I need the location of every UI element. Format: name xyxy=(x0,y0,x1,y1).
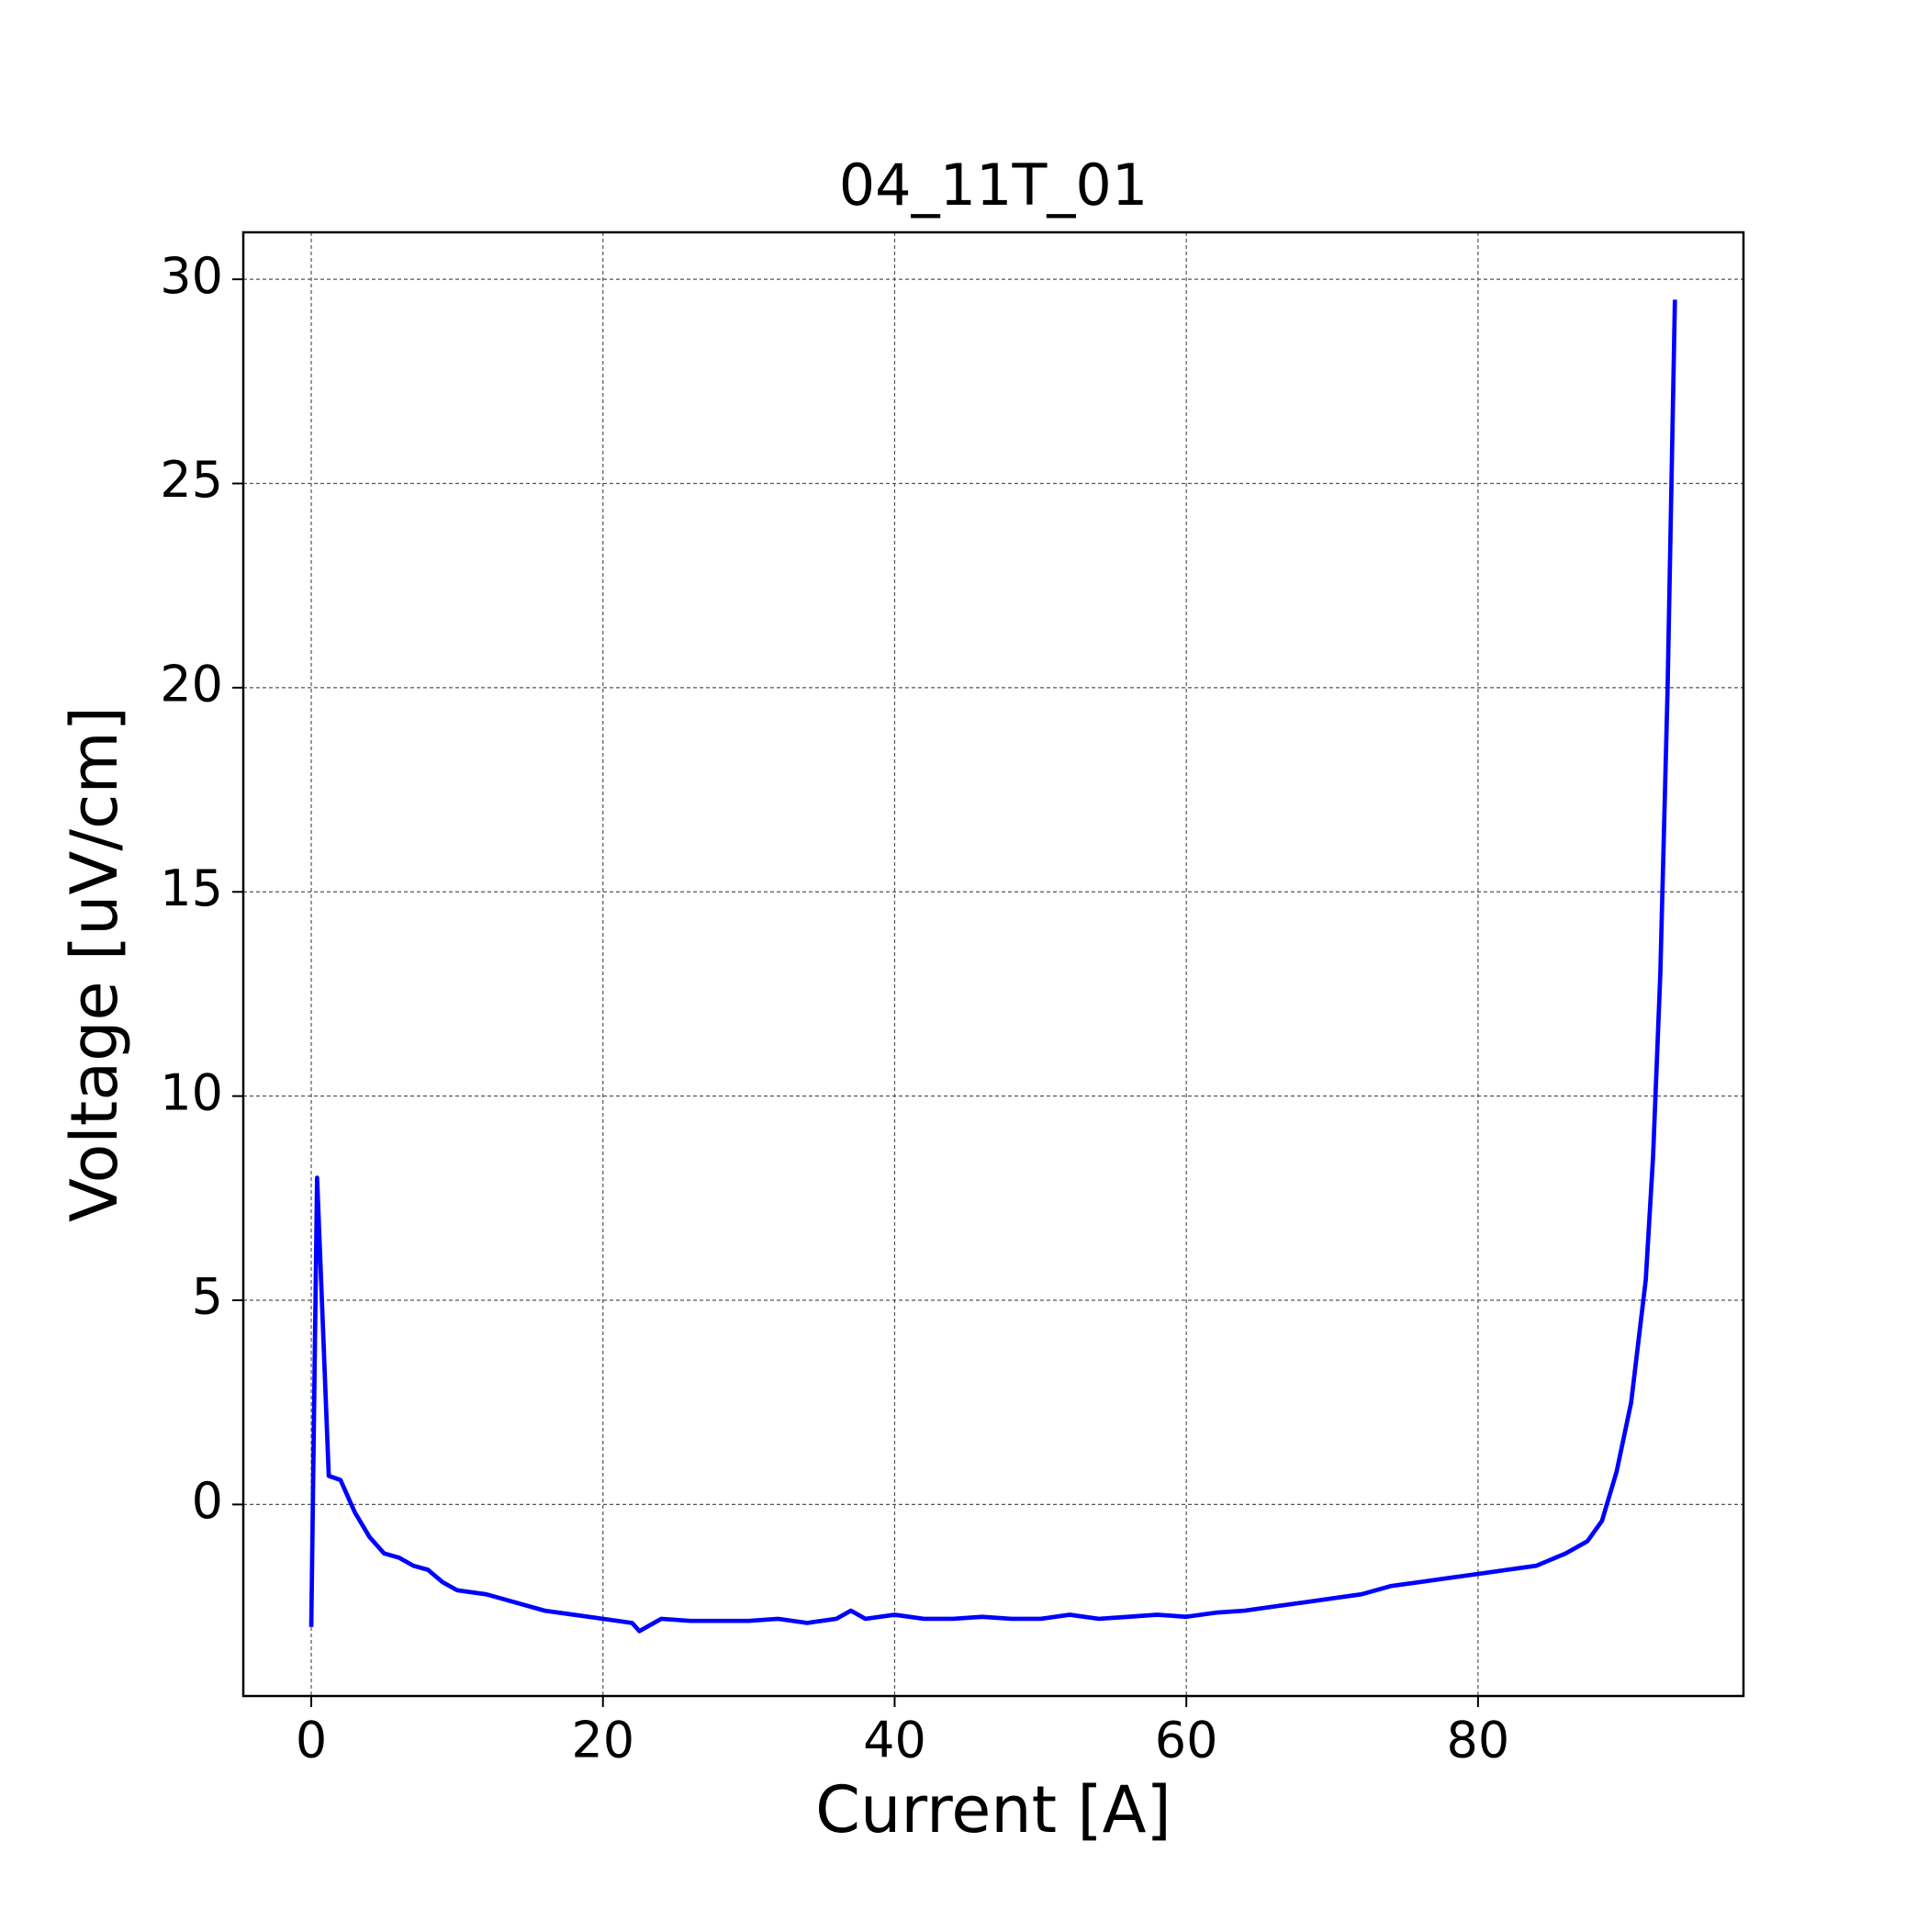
y-tick-label: 20 xyxy=(160,656,223,713)
y-tick-label: 5 xyxy=(192,1268,223,1326)
x-tick-label: 40 xyxy=(863,1712,926,1769)
y-tick-label: 25 xyxy=(160,451,223,509)
x-axis-label: Current [A] xyxy=(815,1772,1171,1848)
y-axis-label: Voltage [uV/cm] xyxy=(57,706,132,1222)
y-tick-label: 15 xyxy=(160,859,223,917)
chart-title: 04_11T_01 xyxy=(839,152,1149,219)
x-tick-label: 0 xyxy=(296,1712,327,1769)
y-tick-label: 10 xyxy=(160,1063,223,1121)
x-tick-label: 80 xyxy=(1447,1712,1510,1769)
x-tick-label: 60 xyxy=(1155,1712,1218,1769)
data-line xyxy=(308,299,1677,1634)
y-tick-label: 0 xyxy=(192,1472,223,1530)
x-tick-label: 20 xyxy=(571,1712,634,1769)
y-tick-label: 30 xyxy=(160,247,223,305)
plot-frame xyxy=(241,230,1745,1698)
